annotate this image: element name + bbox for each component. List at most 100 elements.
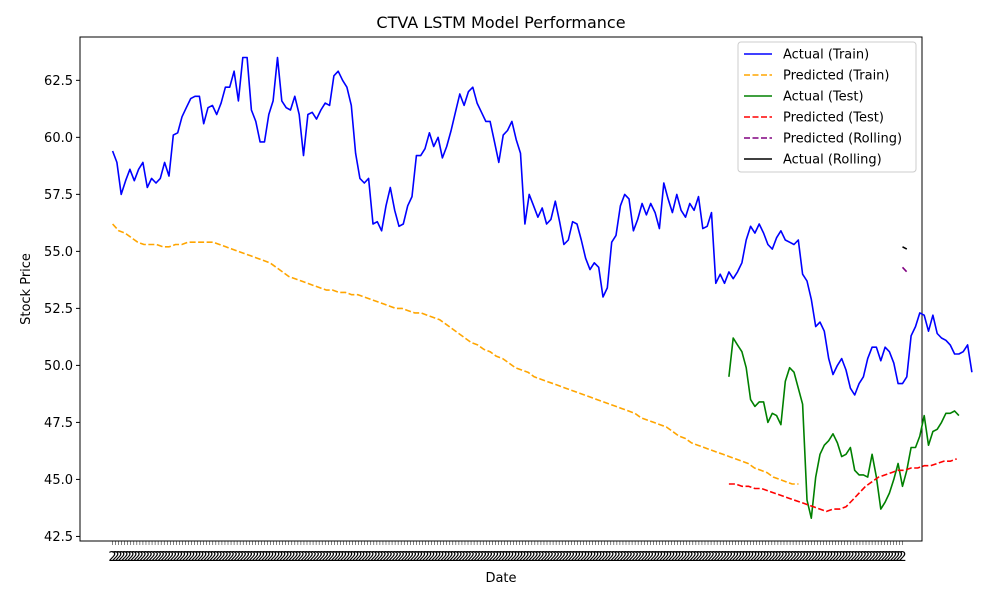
x-tick-label: 2 [856, 550, 864, 565]
x-tick-label: 2 [427, 550, 435, 565]
x-tick-label: 2 [771, 550, 779, 565]
x-tick-label: 2 [588, 550, 596, 565]
x-tick-label: 2 [546, 550, 554, 565]
x-tick-label: 2 [628, 550, 636, 565]
x-tick-label: 2 [537, 550, 545, 565]
x-tick-label: 2 [212, 550, 220, 565]
x-tick-label: 2 [172, 550, 180, 565]
x-tick-label: 2 [789, 550, 797, 565]
x-tick-label: 2 [288, 550, 296, 565]
series-layer [111, 56, 973, 520]
x-tick-label: 2 [248, 550, 256, 565]
x-tick-label: 2 [443, 550, 451, 565]
x-tick-label: 2 [114, 550, 122, 565]
x-tick-label: 2 [394, 550, 402, 565]
x-tick-label: 2 [239, 550, 247, 565]
x-tick-label: 2 [883, 550, 891, 565]
x-tick-label: 2 [822, 550, 830, 565]
x-tick-label: 2 [181, 550, 189, 565]
x-tick-label: 2 [780, 550, 788, 565]
x-tick-label: 2 [376, 550, 384, 565]
x-tick-label: 2 [272, 550, 280, 565]
x-tick-label: 2 [765, 550, 773, 565]
x-tick-label: 2 [373, 550, 381, 565]
x-tick-label: 2 [160, 550, 168, 565]
x-tick-label: 2 [178, 550, 186, 565]
x-tick-label: 2 [692, 550, 700, 565]
y-tick-label: 60.0 [44, 131, 73, 146]
x-tick-label: 2 [385, 550, 393, 565]
x-tick-label: 2 [339, 550, 347, 565]
x-tick-label: 2 [871, 550, 879, 565]
x-tick-label: 2 [300, 550, 308, 565]
x-tick-label: 2 [850, 550, 858, 565]
x-tick-label: 2 [157, 550, 165, 565]
x-tick-label: 2 [868, 550, 876, 565]
x-tick-label: 2 [415, 550, 423, 565]
x-tick-label: 2 [652, 550, 660, 565]
x-tick-label: 2 [403, 550, 411, 565]
x-tick-label: 2 [680, 550, 688, 565]
x-tick-label: 2 [108, 550, 116, 565]
x-tick-label: 2 [166, 550, 174, 565]
y-tick-label: 47.5 [44, 416, 73, 431]
x-tick-label: 2 [874, 550, 882, 565]
x-tick-label: 2 [163, 550, 171, 565]
x-tick-label: 2 [710, 550, 718, 565]
x-tick-label: 2 [345, 550, 353, 565]
x-tick-label: 2 [303, 550, 311, 565]
x-tick-label: 2 [570, 550, 578, 565]
x-tick-label: 2 [245, 550, 253, 565]
x-tick-label: 2 [728, 550, 736, 565]
x-tick-label: 2 [491, 550, 499, 565]
x-tick-label: 2 [810, 550, 818, 565]
x-tick-label: 2 [534, 550, 542, 565]
x-tick-label: 2 [595, 550, 603, 565]
y-tick-label: 57.5 [44, 188, 73, 203]
x-tick-label: 2 [130, 550, 138, 565]
x-tick-label: 2 [145, 550, 153, 565]
y-tick-label: 50.0 [44, 359, 73, 374]
x-tick-label: 2 [358, 550, 366, 565]
x-tick-label: 2 [400, 550, 408, 565]
x-tick-label: 2 [121, 550, 129, 565]
x-tick-label: 2 [725, 550, 733, 565]
x-tick-label: 2 [437, 550, 445, 565]
x-tick-label: 2 [351, 550, 359, 565]
x-tick-label: 2 [561, 550, 569, 565]
x-tick-label: 2 [206, 550, 214, 565]
x-tick-label: 2 [266, 550, 274, 565]
x-tick-label: 2 [567, 550, 575, 565]
x-tick-label: 2 [701, 550, 709, 565]
x-tick-label: 2 [865, 550, 873, 565]
x-tick-label: 2 [306, 550, 314, 565]
x-tick-label: 2 [549, 550, 557, 565]
x-tick-label: 2 [683, 550, 691, 565]
legend: Actual (Train) Predicted (Train) Actual (T… [737, 41, 917, 173]
x-tick-label: 2 [813, 550, 821, 565]
x-tick-label: 2 [476, 550, 484, 565]
y-tick-label: 45.0 [44, 473, 73, 488]
x-tick-label: 2 [148, 550, 156, 565]
x-tick-label: 2 [819, 550, 827, 565]
x-tick-label: 2 [382, 550, 390, 565]
legend-label: Predicted (Rolling) [783, 132, 902, 147]
x-tick-label: 2 [430, 550, 438, 565]
x-tick-label: 2 [664, 550, 672, 565]
x-tick-label: 2 [336, 550, 344, 565]
x-tick-label: 2 [607, 550, 615, 565]
x-tick-label: 2 [342, 550, 350, 565]
x-tick-label: 2 [175, 550, 183, 565]
x-tick-label: 2 [743, 550, 751, 565]
x-tick-label: 2 [412, 550, 420, 565]
x-tick-label: 2 [752, 550, 760, 565]
x-tick-label: 2 [236, 550, 244, 565]
x-tick-label: 2 [777, 550, 785, 565]
x-tick-label: 2 [197, 550, 205, 565]
x-tick-label: 2 [677, 550, 685, 565]
x-tick-label: 2 [737, 550, 745, 565]
x-tick-label: 2 [579, 550, 587, 565]
x-tick-label: 2 [525, 550, 533, 565]
x-tick-label: 2 [388, 550, 396, 565]
x-tick-label: 2 [424, 550, 432, 565]
